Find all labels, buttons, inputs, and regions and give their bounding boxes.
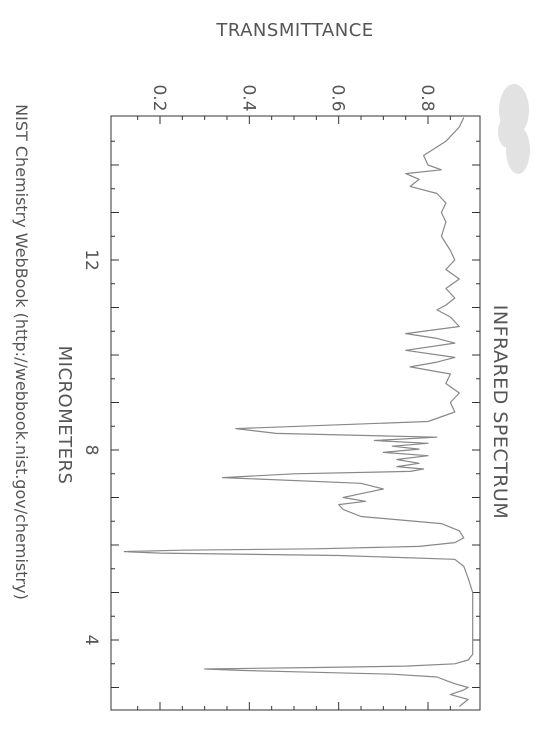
y-axis-ticks: 0.2 0.4 0.6 0.8 bbox=[137, 84, 451, 710]
y-axis-title: TRANSMITTANCE bbox=[215, 20, 373, 41]
x-tick-label: 8 bbox=[81, 445, 101, 456]
y-tick-label: 0.6 bbox=[328, 84, 348, 111]
y-tick-label: 0.8 bbox=[417, 84, 437, 111]
decorative-blob bbox=[498, 84, 530, 174]
plot-frame bbox=[110, 115, 481, 711]
x-axis-title: MICROMETERS bbox=[54, 346, 75, 485]
x-axis-ticks: 4 8 12 bbox=[81, 140, 480, 688]
y-tick-label: 0.2 bbox=[149, 84, 169, 111]
x-tick-label: 4 bbox=[81, 635, 101, 646]
y-tick-label: 0.4 bbox=[238, 84, 258, 111]
credit-line: NIST Chemistry WebBook (http://webbook.n… bbox=[12, 104, 31, 600]
spectrum-line bbox=[123, 117, 474, 707]
x-tick-label: 12 bbox=[81, 249, 101, 271]
chart-title: INFRARED SPECTRUM bbox=[489, 305, 511, 519]
